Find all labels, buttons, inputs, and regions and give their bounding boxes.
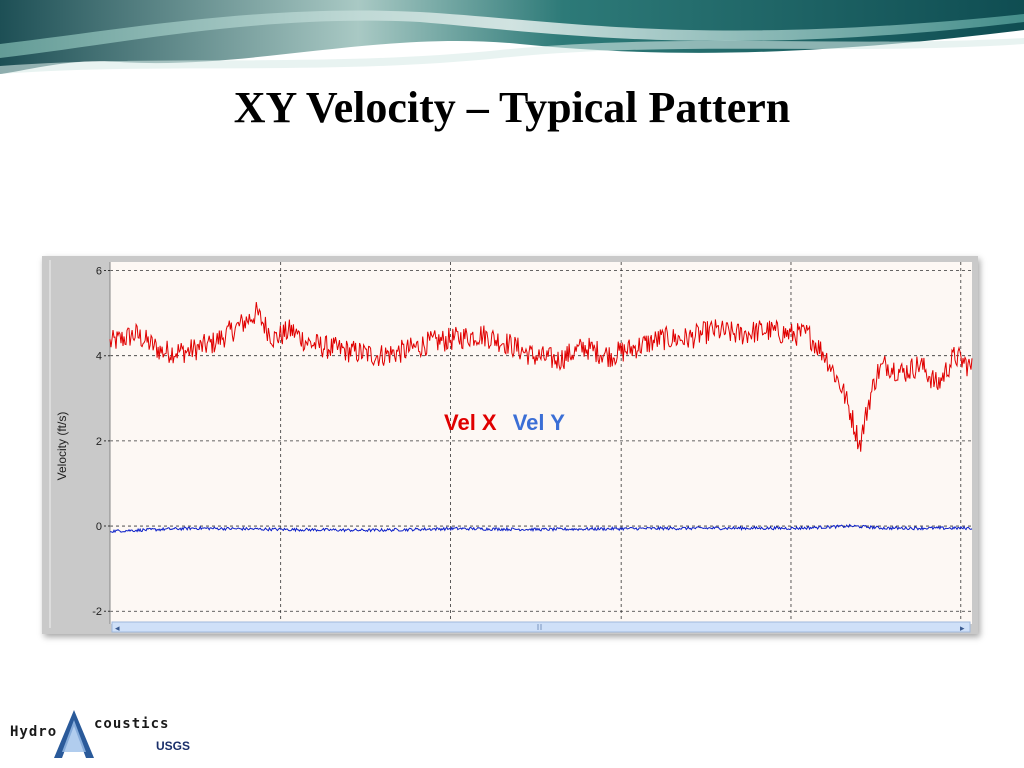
scroll-right-arrow[interactable]: ▸ [960, 624, 965, 634]
velocity-chart: -2 0 2 4 6 Velocity (ft/s) ◂ ▸ [42, 256, 978, 634]
header-wave-banner [0, 0, 1024, 74]
axis-panel [48, 260, 110, 630]
y-tick-label: 4 [96, 351, 102, 363]
series-line-vel-x [109, 302, 973, 452]
y-tick-label: 6 [96, 266, 102, 278]
plot-area [110, 262, 972, 624]
svg-text:Hydro: Hydro [10, 724, 57, 740]
y-tick-label: 0 [96, 521, 102, 533]
grid-layer [109, 262, 972, 624]
chart-svg: -2 0 2 4 6 Velocity (ft/s) ◂ ▸ [48, 260, 973, 634]
y-tick-label: 2 [96, 436, 102, 448]
y-axis-label: Velocity (ft/s) [55, 412, 69, 481]
series-layer [109, 302, 973, 534]
y-tick-label: -2 [92, 606, 102, 618]
scroll-left-arrow[interactable]: ◂ [115, 624, 120, 634]
y-tick-layer: -2 0 2 4 6 [92, 266, 110, 618]
chart-legend: Vel X Vel Y [444, 410, 575, 436]
horizontal-scrollbar[interactable]: ◂ ▸ [111, 621, 971, 634]
legend-vel-x: Vel X [444, 410, 497, 435]
slide-title: XY Velocity – Typical Pattern [233, 83, 791, 132]
svg-text:coustics: coustics [94, 716, 169, 732]
hydroacoustics-usgs-logo: Hydro coustics USGS [10, 710, 190, 758]
series-line-vel-y [109, 523, 973, 534]
svg-text:USGS: USGS [156, 739, 190, 753]
legend-vel-y: Vel Y [512, 410, 565, 435]
